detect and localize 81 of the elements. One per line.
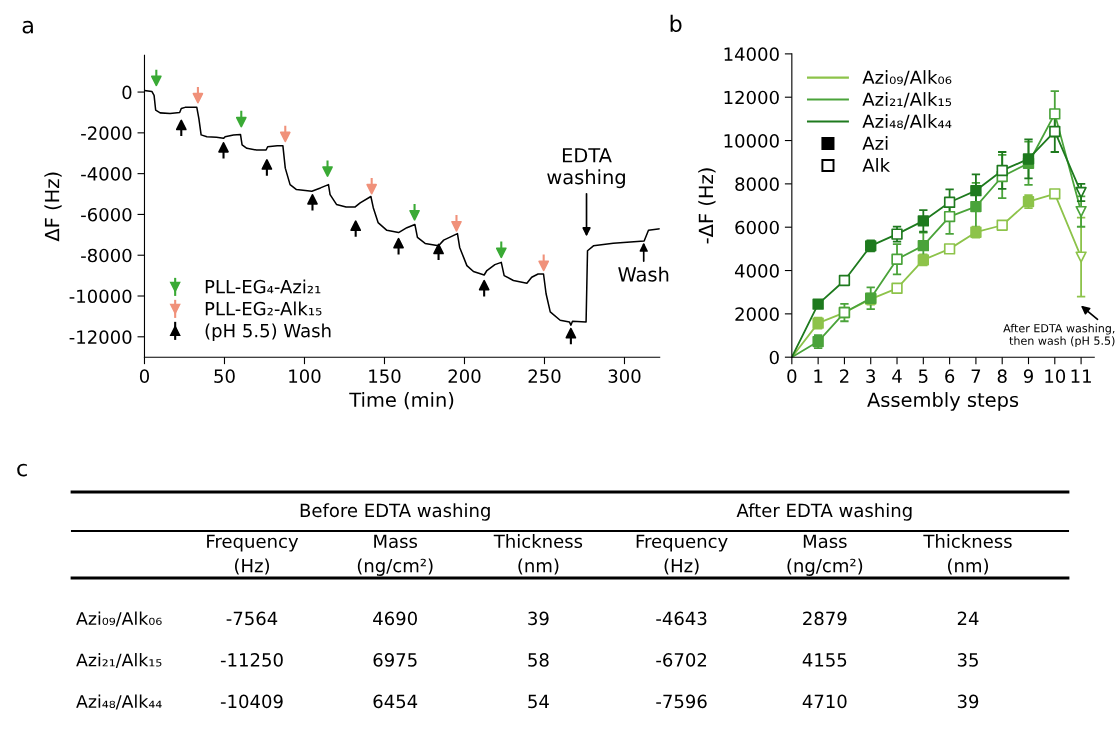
text: 6975 (373, 653, 417, 667)
annotation: Wash (618, 266, 669, 282)
y-tick-label: 6000 (735, 220, 779, 235)
x-tick-label: 3 (866, 369, 876, 383)
x-tick-label: 0 (139, 369, 150, 383)
text: 6454 (373, 694, 418, 709)
y-tick-label: 0 (769, 350, 779, 365)
text: a (22, 20, 33, 34)
text: c (17, 463, 27, 477)
annotation: Azi (862, 136, 888, 150)
category-label: Azi₀₉/Alk₀₆ (76, 611, 162, 627)
legend-label: Azi₀₉/Alk₀₆ (862, 70, 952, 86)
text: -10409 (220, 694, 283, 709)
text: -4643 (656, 611, 707, 626)
text: Before EDTA washing (300, 503, 490, 521)
x-tick-label: 200 (448, 369, 481, 383)
text: After EDTA washing (736, 503, 912, 521)
category-label: Thickness (nm) (493, 534, 583, 575)
x-tick-label: 1 (814, 369, 823, 383)
x-tick-label: 50 (214, 369, 235, 383)
y-tick-label: -2000 (81, 126, 132, 140)
text: 54 (528, 694, 549, 709)
x-axis-title: Time (min) (349, 392, 454, 410)
text: -7596 (656, 694, 707, 709)
y-tick-label: -4000 (81, 167, 132, 181)
text: -11250 (220, 653, 283, 667)
x-tick-label: 150 (369, 369, 401, 383)
x-tick-label: 6 (945, 369, 955, 383)
legend-label: PLL-EG₄-Azi₂₁ (205, 279, 321, 294)
text: 24 (957, 611, 979, 625)
annotation: Alk (862, 158, 891, 172)
text: -6702 (656, 653, 707, 667)
x-tick-label: 8 (997, 369, 1007, 383)
y-tick-label: -6000 (81, 207, 132, 222)
x-axis-title: Assembly steps (867, 392, 1019, 411)
y-tick-label: 4000 (734, 263, 779, 278)
category-label: Mass (ng/cm²) (787, 534, 863, 576)
text: -7564 (226, 611, 278, 626)
x-tick-label: 2 (840, 369, 849, 383)
category-label: Azi₄₈/Alk₄₄ (76, 694, 162, 710)
category-label: Frequency (Hz) (207, 534, 299, 575)
annotation: After EDTA washing, then wash (pH 5.5) (1003, 323, 1115, 348)
category-label: Mass (ng/cm²) (357, 534, 433, 576)
category-label: Azi₂₁/Alk₁₅ (76, 653, 162, 668)
y-tick-label: 10000 (724, 134, 779, 148)
y-axis-title: -ΔF (Hz) (698, 168, 716, 244)
x-tick-label: 4 (892, 369, 902, 383)
text: 39 (957, 694, 979, 709)
legend-label: Azi₂₁/Alk₁₅ (862, 92, 952, 108)
x-tick-label: 250 (528, 369, 561, 383)
text: 35 (957, 653, 978, 667)
y-tick-label: 8000 (735, 177, 779, 191)
x-tick-label: 7 (971, 369, 981, 383)
x-tick-label: 11 (1071, 369, 1091, 383)
y-tick-label: -12000 (69, 330, 132, 344)
x-tick-label: 100 (289, 369, 321, 383)
category-label: Thickness (nm) (923, 534, 1012, 575)
y-axis-title: ΔF (Hz) (44, 172, 62, 242)
text: 58 (528, 653, 549, 667)
text: 4155 (802, 653, 847, 667)
text: 4710 (802, 694, 847, 709)
category-label: Frequency (Hz) (636, 534, 728, 575)
legend-label: Azi₄₈/Alk₄₄ (862, 114, 952, 130)
x-tick-label: 5 (918, 369, 928, 383)
legend-label: (pH 5.5) Wash (205, 323, 331, 341)
x-tick-label: 9 (1023, 369, 1033, 383)
text: 4690 (373, 611, 417, 626)
x-tick-label: 300 (608, 369, 641, 383)
legend-label: PLL-EG₂-Alk₁₅ (205, 301, 322, 316)
text: 39 (528, 611, 549, 626)
y-tick-label: 0 (122, 85, 132, 100)
y-tick-label: 2000 (735, 307, 779, 321)
x-tick-label: 0 (787, 369, 797, 383)
y-tick-label: 12000 (724, 90, 779, 105)
y-tick-label: -8000 (81, 248, 132, 263)
y-tick-label: 14000 (724, 47, 779, 61)
annotation: EDTA washing (547, 148, 625, 189)
text: b (670, 14, 682, 33)
x-tick-label: 10 (1045, 369, 1066, 383)
y-tick-label: -10000 (69, 289, 132, 304)
text: 2879 (803, 611, 847, 626)
